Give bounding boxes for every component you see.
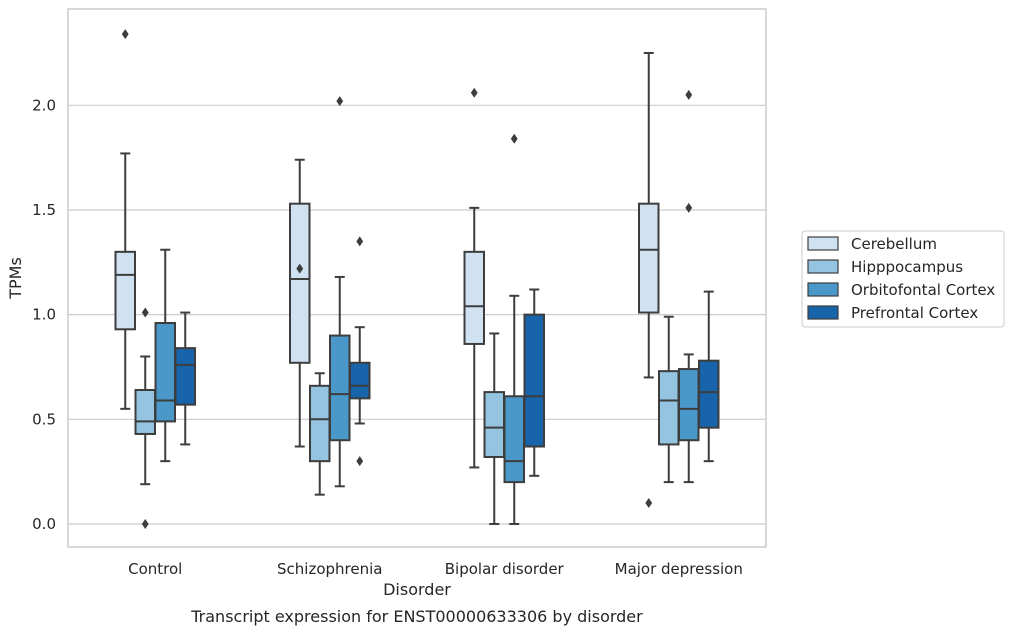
- iqr-box: [463, 250, 485, 345]
- iqr-box: [174, 347, 196, 406]
- box-cerebellum: [114, 29, 136, 410]
- box-orbitofontal-cortex: [329, 96, 351, 488]
- box-prefrontal-cortex: [349, 236, 371, 467]
- box-hipppocampus: [309, 372, 331, 496]
- x-tick-labels: Control Schizophrenia Bipolar disorder Majo…: [128, 560, 743, 578]
- box-orbitofontal-cortex: [154, 248, 176, 463]
- iqr-box: [134, 388, 156, 435]
- y-tick-label: 2.0: [32, 96, 56, 114]
- outlier-point: [336, 96, 344, 107]
- box-hipppocampus: [134, 307, 156, 529]
- x-tick-label: Schizophrenia: [277, 560, 382, 578]
- y-axis-label: TPMs: [6, 257, 25, 300]
- legend-swatch: [807, 236, 839, 251]
- x-tick-label: Control: [128, 560, 182, 578]
- x-tick-label: Bipolar disorder: [445, 560, 565, 578]
- outlier-point: [121, 29, 129, 40]
- iqr-box: [483, 391, 505, 458]
- x-tick-label: Major depression: [615, 560, 743, 578]
- iqr-box: [349, 361, 371, 400]
- iqr-box: [523, 313, 545, 448]
- iqr-box: [114, 250, 136, 331]
- y-tick-label: 1.5: [32, 201, 56, 219]
- box-prefrontal-cortex: [174, 311, 196, 446]
- iqr-box: [154, 322, 176, 423]
- outlier-point: [645, 498, 653, 509]
- outlier-point: [510, 133, 518, 144]
- iqr-box: [658, 370, 680, 446]
- legend-swatch: [807, 259, 839, 274]
- outlier-point: [685, 89, 693, 100]
- legend-label: Hipppocampus: [851, 258, 963, 276]
- iqr-box: [638, 202, 660, 314]
- legend-frame: [801, 230, 1005, 328]
- box-prefrontal-cortex: [523, 288, 545, 477]
- iqr-box: [678, 368, 700, 442]
- outlier-point: [685, 202, 693, 213]
- box-cerebellum: [638, 51, 660, 509]
- box-prefrontal-cortex: [698, 290, 720, 463]
- legend-label: Orbitofontal Cortex: [851, 281, 995, 299]
- legend-swatch: [807, 282, 839, 297]
- iqr-box: [309, 384, 331, 463]
- box-hipppocampus: [658, 315, 680, 484]
- outlier-point: [356, 236, 364, 247]
- iqr-box: [698, 359, 720, 429]
- legend-label: Prefrontal Cortex: [851, 304, 978, 322]
- iqr-box: [329, 334, 351, 442]
- iqr-box: [289, 202, 311, 364]
- outlier-point: [470, 87, 478, 98]
- outlier-point: [356, 456, 364, 467]
- box-cerebellum: [463, 87, 485, 469]
- legend: Cerebellum Hipppocampus Orbitofontal Corte…: [801, 230, 1005, 328]
- outlier-point: [141, 307, 149, 318]
- iqr-box: [503, 395, 525, 484]
- y-tick-label: 1.0: [32, 306, 56, 324]
- box-orbitofontal-cortex: [503, 133, 525, 525]
- outlier-point: [141, 518, 149, 529]
- legend-label: Cerebellum: [851, 235, 937, 253]
- box-groups: [114, 29, 720, 529]
- x-axis-label: Disorder: [383, 580, 451, 599]
- chart-caption: Transcript expression for ENST0000063330…: [190, 607, 643, 626]
- plot-area-frame: [67, 8, 767, 548]
- y-tick-label: 0.5: [32, 410, 56, 428]
- outlier-point: [296, 263, 304, 274]
- y-tick-labels: 0.0 0.5 1.0 1.5 2.0: [32, 96, 56, 533]
- legend-swatch: [807, 305, 839, 320]
- y-tick-label: 0.0: [32, 515, 56, 533]
- box-orbitofontal-cortex: [678, 89, 700, 484]
- box-cerebellum: [289, 158, 311, 448]
